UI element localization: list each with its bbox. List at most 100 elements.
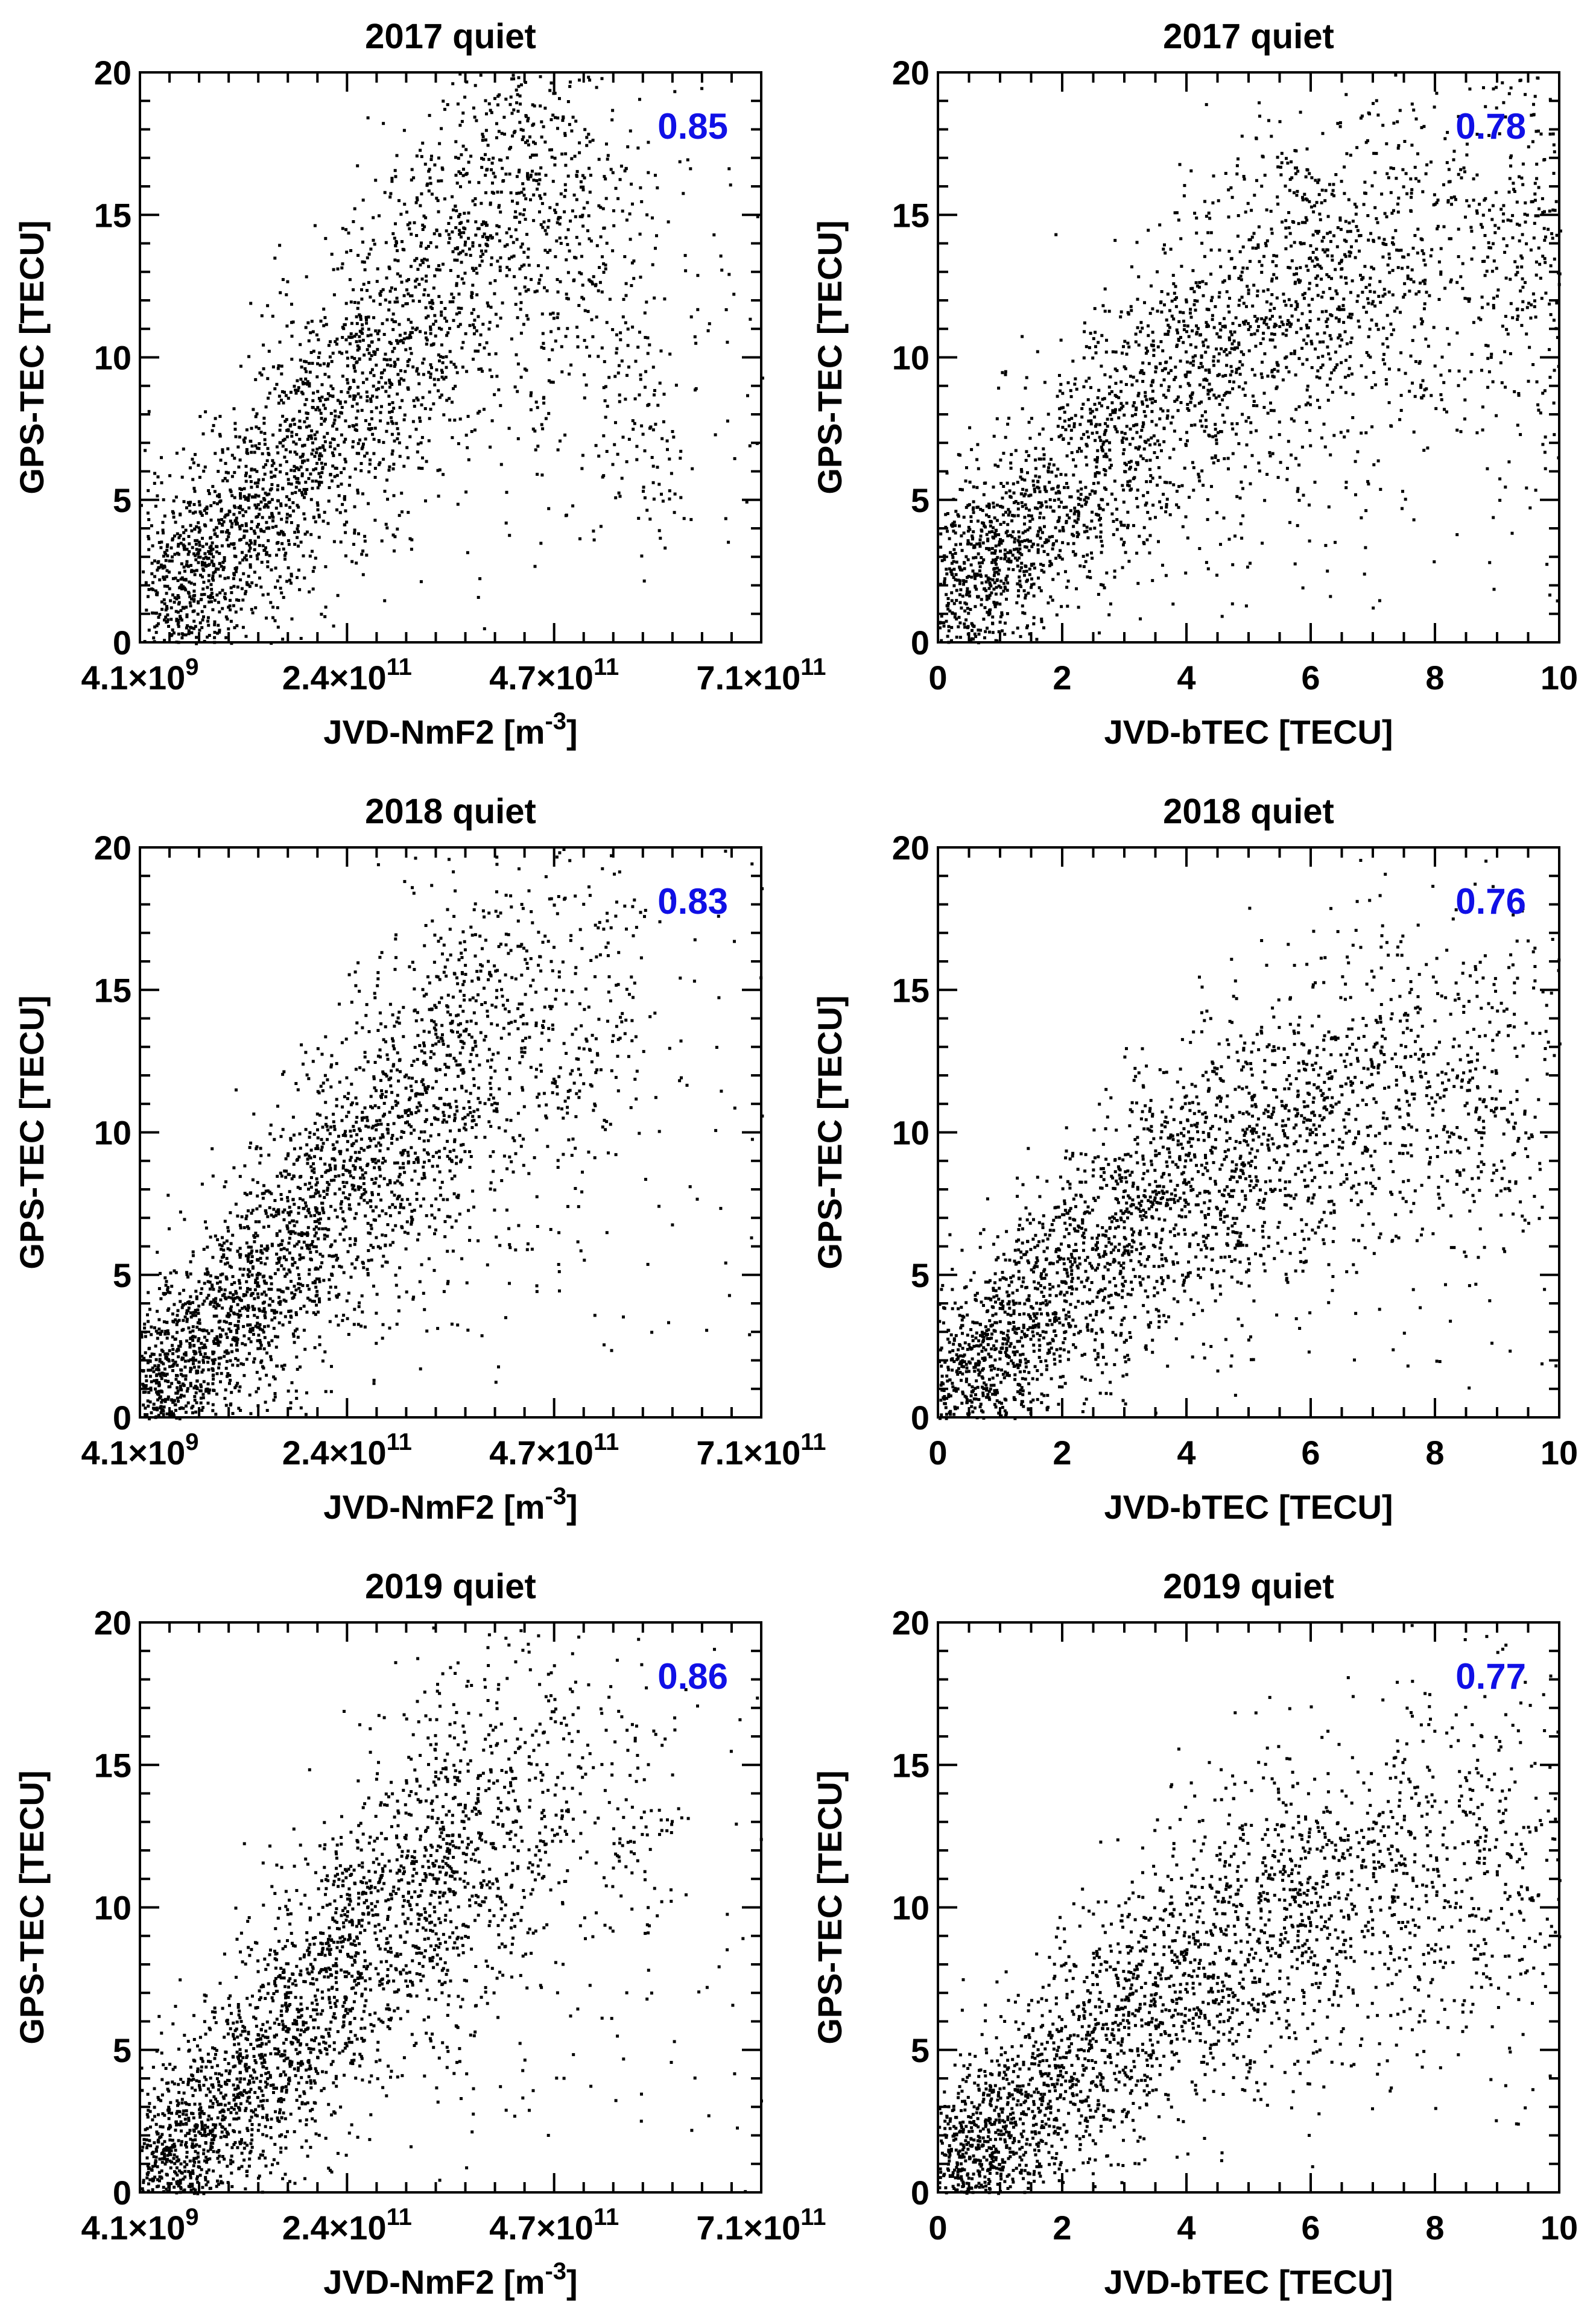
data-point: [1549, 313, 1553, 317]
data-point: [255, 506, 258, 510]
data-point: [180, 583, 183, 587]
data-point: [1219, 328, 1223, 332]
data-point: [1047, 413, 1050, 416]
outlier-point: [347, 484, 351, 487]
data-point: [190, 570, 193, 574]
data-point: [442, 100, 445, 103]
data-point: [262, 466, 265, 469]
data-point: [276, 484, 280, 487]
data-point: [1229, 330, 1232, 334]
data-point: [1412, 108, 1416, 112]
data-point: [1099, 438, 1103, 442]
data-point: [1325, 320, 1328, 323]
data-point: [1234, 316, 1238, 320]
data-point: [1044, 500, 1048, 504]
data-point: [501, 166, 504, 170]
data-point: [1505, 327, 1509, 331]
data-point: [538, 194, 542, 198]
data-point: [443, 107, 446, 111]
data-point: [1375, 323, 1378, 326]
data-point: [1085, 463, 1089, 467]
data-point: [1129, 443, 1132, 446]
data-point: [311, 448, 315, 452]
data-point: [162, 554, 165, 558]
data-point: [1198, 285, 1201, 289]
data-point: [1223, 393, 1226, 397]
data-point: [156, 593, 159, 596]
outlier-point: [425, 460, 428, 463]
data-point: [1077, 517, 1080, 521]
data-point: [419, 441, 423, 445]
data-point: [1141, 425, 1145, 428]
data-point: [1503, 250, 1507, 254]
data-point: [1537, 186, 1541, 189]
data-point: [229, 619, 233, 623]
data-point: [332, 438, 336, 441]
data-point: [1376, 221, 1379, 224]
data-point: [317, 513, 321, 517]
data-point: [668, 497, 671, 501]
data-point: [1220, 615, 1224, 618]
data-point: [1123, 524, 1126, 527]
data-point: [550, 148, 553, 151]
data-point: [510, 77, 513, 81]
data-point: [1255, 319, 1258, 323]
data-point: [604, 197, 608, 200]
data-point: [1319, 366, 1323, 369]
data-point: [988, 581, 992, 584]
data-point: [237, 506, 241, 510]
data-point: [543, 248, 547, 252]
data-point: [1385, 337, 1389, 340]
data-point: [1264, 242, 1267, 245]
data-point: [1101, 583, 1105, 587]
data-point: [498, 93, 501, 97]
data-point: [338, 402, 342, 405]
data-point: [375, 406, 378, 410]
data-point: [1040, 620, 1043, 624]
data-point: [1327, 352, 1331, 356]
data-point: [1506, 218, 1510, 222]
data-point: [1514, 273, 1518, 277]
data-point: [595, 244, 599, 247]
data-point: [578, 151, 581, 154]
data-point: [463, 271, 467, 275]
data-point: [1000, 613, 1004, 616]
data-point: [537, 282, 540, 285]
data-point: [177, 632, 180, 636]
data-point: [1109, 413, 1112, 417]
data-point: [620, 476, 624, 480]
data-point: [542, 347, 546, 350]
data-point: [242, 495, 246, 498]
outlier-point: [431, 343, 435, 346]
data-point: [343, 457, 347, 461]
outlier-point: [164, 552, 168, 556]
data-point: [420, 277, 424, 281]
data-point: [384, 390, 388, 393]
data-point: [1073, 506, 1077, 510]
data-point: [437, 326, 441, 330]
data-point: [1085, 530, 1089, 533]
data-point: [206, 563, 210, 567]
data-point: [1328, 334, 1332, 337]
data-point: [312, 349, 315, 353]
data-point: [328, 394, 332, 397]
data-point: [170, 633, 174, 636]
data-point: [993, 581, 996, 584]
data-point: [1091, 356, 1095, 360]
data-point: [982, 618, 986, 621]
data-point: [1329, 313, 1332, 317]
data-point: [1259, 372, 1263, 376]
data-point: [197, 555, 200, 559]
outlier-point: [727, 167, 731, 171]
data-point: [274, 525, 278, 528]
outlier-point: [183, 569, 186, 573]
data-point: [1141, 326, 1144, 330]
data-point: [1218, 248, 1221, 252]
data-point: [305, 360, 308, 364]
data-point: [405, 288, 408, 292]
data-point: [1174, 285, 1177, 288]
data-point: [211, 541, 214, 545]
data-point: [1008, 510, 1012, 514]
data-point: [320, 395, 324, 399]
data-point: [201, 563, 204, 567]
